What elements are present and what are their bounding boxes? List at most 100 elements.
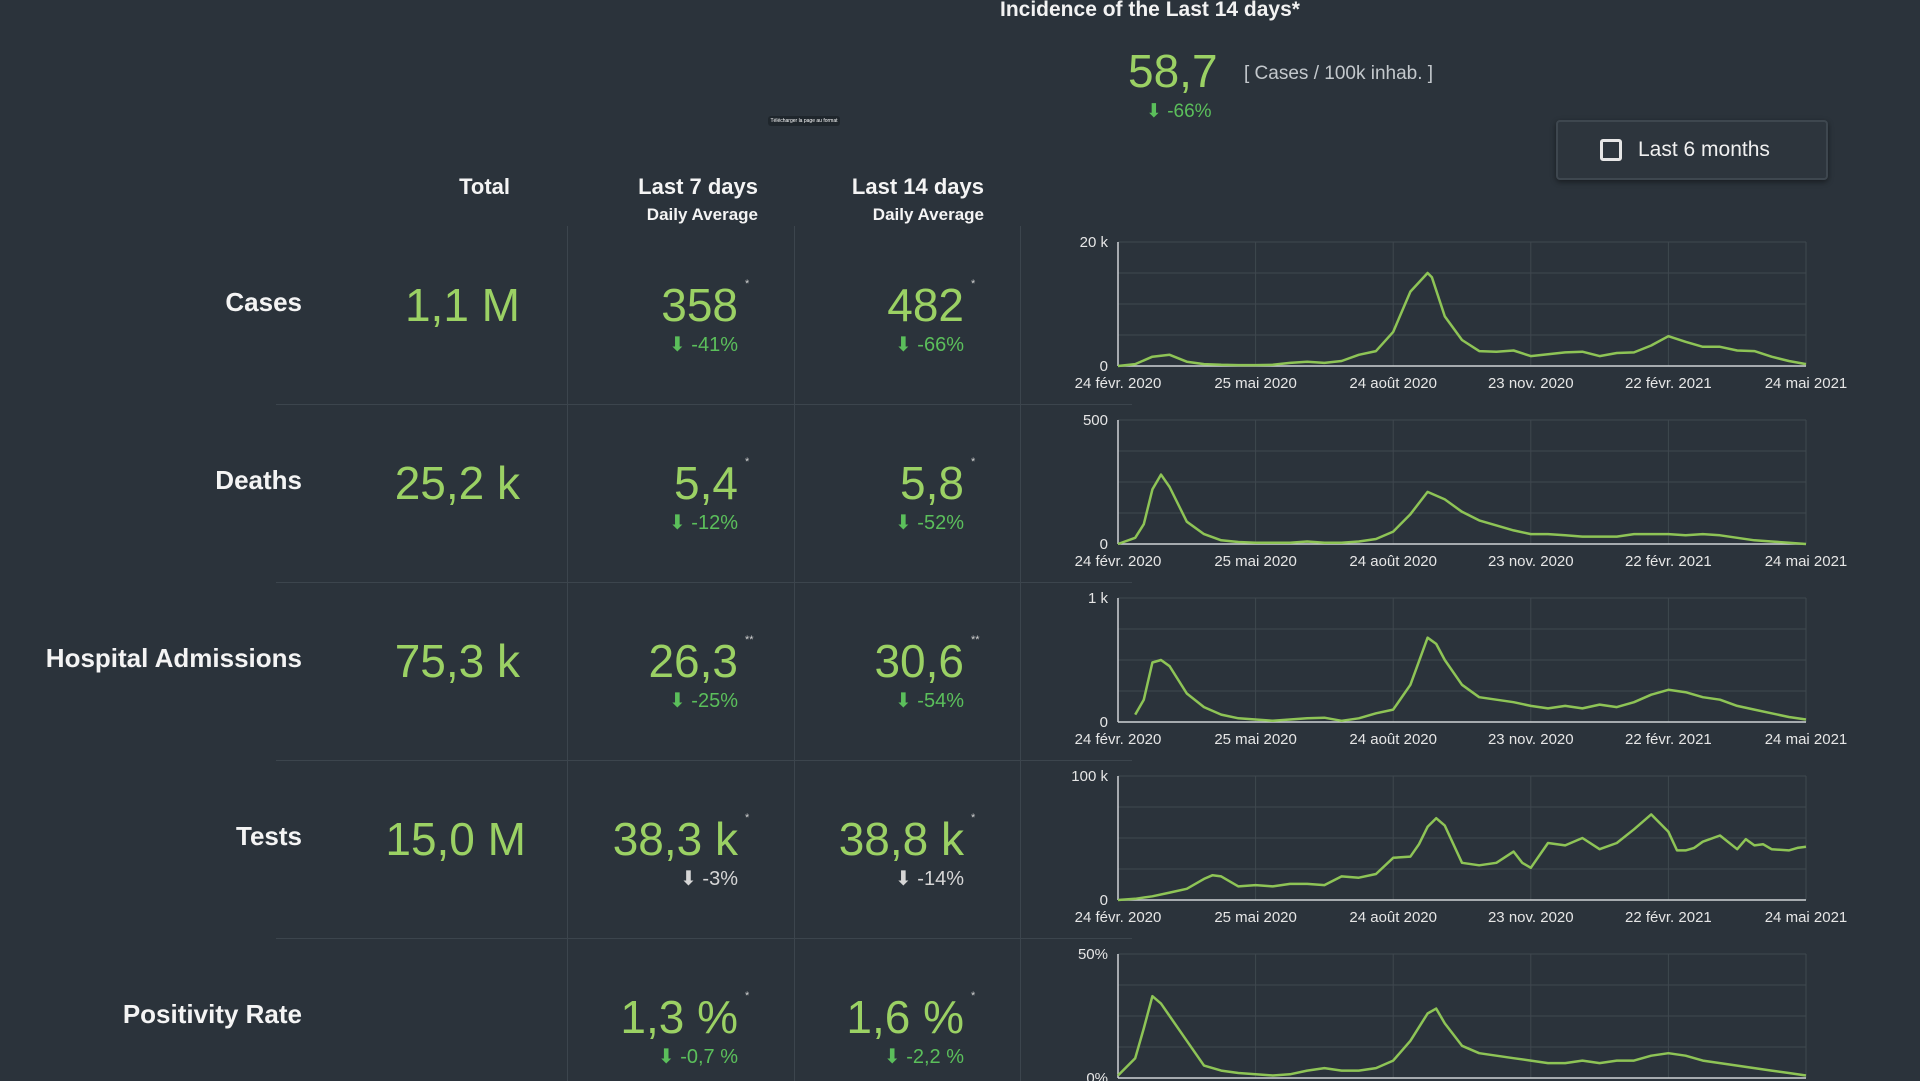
positivity-chart-y-tick-label: 0%	[1086, 1070, 1108, 1081]
footnote-marker: *	[745, 456, 750, 468]
avg14-value: 1,6 %	[846, 991, 964, 1043]
avg7-change-value: -12%	[691, 512, 738, 534]
cases-chart-x-tick-label: 23 nov. 2020	[1488, 375, 1574, 392]
avg7-change: ⬇ -12%	[560, 510, 738, 535]
arrow-down-icon: ⬇	[883, 1046, 907, 1068]
checkbox-icon[interactable]	[1600, 139, 1622, 161]
footnote-marker: *	[971, 278, 976, 290]
column-divider	[794, 226, 795, 1081]
hospital-chart-y-tick-label: 1 k	[1088, 590, 1109, 607]
footnote-marker: *	[971, 812, 976, 824]
cases-chart-series-line	[1117, 271, 1807, 368]
incidence-value: 58,7	[1128, 45, 1218, 97]
arrow-down-icon: ⬇	[894, 868, 918, 890]
total-value: 1,1 M	[404, 279, 520, 331]
avg14-change-value: -66%	[917, 334, 964, 356]
row-divider	[276, 582, 1132, 583]
tests-chart-x-tick-label: 24 févr. 2020	[1075, 909, 1162, 926]
deaths-chart-series-line	[1117, 473, 1807, 546]
deaths-chart-x-tick-label: 24 août 2020	[1349, 553, 1437, 570]
hospital-chart-y-tick-label: 0	[1100, 714, 1108, 731]
row-divider	[276, 938, 1132, 939]
tests-chart-x-tick-label: 24 août 2020	[1349, 909, 1437, 926]
deaths-chart-x-tick-label: 23 nov. 2020	[1488, 553, 1574, 570]
arrow-down-icon: ⬇	[668, 512, 692, 534]
avg7-value: 5,4	[674, 457, 738, 509]
hospital-chart-x-tick-label: 25 mai 2020	[1214, 731, 1297, 748]
hospital-chart-x-tick-label: 22 févr. 2021	[1625, 731, 1712, 748]
cases-chart-x-tick-label: 24 août 2020	[1349, 375, 1437, 392]
cases-chart-x-tick-label: 22 févr. 2021	[1625, 375, 1712, 392]
avg14-change: ⬇ -52%	[786, 510, 964, 535]
avg7-value: 358	[661, 279, 738, 331]
avg14-change-value: -52%	[917, 512, 964, 534]
hospital-chart-x-tick-label: 24 août 2020	[1349, 731, 1437, 748]
arrow-down-icon: ⬇	[668, 334, 692, 356]
avg7-change-value: -25%	[691, 690, 738, 712]
tests-chart-x-tick-label: 23 nov. 2020	[1488, 909, 1574, 926]
deaths-chart-x-tick-label: 24 mai 2021	[1765, 553, 1848, 570]
incidence-change: ⬇ -66%	[1146, 100, 1212, 123]
arrow-down-icon: ⬇	[894, 690, 918, 712]
footnote-marker: *	[745, 812, 750, 824]
avg7-change: ⬇ -25%	[560, 688, 738, 713]
arrow-down-icon: ⬇	[894, 512, 918, 534]
row-label-deaths: Deaths	[215, 465, 302, 495]
arrow-down-icon: ⬇	[668, 690, 692, 712]
arrow-down-icon: ⬇	[657, 1046, 681, 1068]
avg14-value: 38,8 k	[838, 813, 964, 865]
avg14-change: ⬇ -14%	[786, 866, 964, 891]
tests-chart-x-tick-label: 24 mai 2021	[1765, 909, 1848, 926]
row-divider	[276, 760, 1132, 761]
hospital-chart-x-tick-label: 24 mai 2021	[1765, 731, 1848, 748]
deaths-chart-x-tick-label: 25 mai 2020	[1214, 553, 1297, 570]
avg7-change: ⬇ -3%	[560, 866, 738, 891]
avg7-change: ⬇ -41%	[560, 332, 738, 357]
total-value: 25,2 k	[394, 457, 520, 509]
incidence-unit: [ Cases / 100k inhab. ]	[1244, 63, 1434, 84]
cases-chart-x-tick-label: 25 mai 2020	[1214, 375, 1297, 392]
column-divider	[567, 226, 568, 1081]
avg7-change: ⬇ -0,7 %	[560, 1044, 738, 1069]
row-label-hospital-admissions: Hospital Admissions	[45, 643, 302, 673]
deaths-chart-x-tick-label: 22 févr. 2021	[1625, 553, 1712, 570]
footnote-marker: **	[745, 634, 754, 646]
footnote-marker: *	[971, 990, 976, 1002]
footnote-marker: **	[971, 634, 980, 646]
footnote-marker: *	[745, 990, 750, 1002]
total-value: 15,0 M	[385, 813, 526, 865]
avg7-value: 26,3	[648, 635, 738, 687]
column-header-total: Total	[459, 174, 510, 199]
row-divider	[276, 404, 1132, 405]
column-header-last7: Last 7 days	[638, 174, 758, 199]
footnote-marker: *	[971, 456, 976, 468]
avg7-value: 38,3 k	[612, 813, 738, 865]
row-label-cases: Cases	[225, 287, 302, 317]
cases-chart-x-tick-label: 24 mai 2021	[1765, 375, 1848, 392]
avg7-change-value: -3%	[702, 868, 738, 890]
toggle-label: Last 6 months	[1638, 138, 1770, 161]
hospital-chart-x-tick-label: 24 févr. 2020	[1075, 731, 1162, 748]
positivity-chart-series-line	[1117, 994, 1807, 1077]
arrow-down-icon: ⬇	[1146, 101, 1162, 122]
row-label-positivity-rate: Positivity Rate	[122, 999, 302, 1029]
avg14-change-value: -14%	[917, 868, 964, 890]
arrow-down-icon: ⬇	[680, 868, 703, 890]
hospital-chart-series-line	[1134, 636, 1807, 723]
avg7-change-value: -0,7 %	[680, 1046, 738, 1068]
tests-chart-x-tick-label: 25 mai 2020	[1214, 909, 1297, 926]
last-6-months-toggle[interactable]: Last 6 months	[1556, 120, 1828, 180]
cases-chart-y-tick-label: 0	[1100, 358, 1108, 375]
pdf-download-link[interactable]: Télécharger la page au format PDF	[768, 116, 840, 126]
avg14-change-value: -2,2 %	[906, 1046, 964, 1068]
cases-chart-y-tick-label: 20 k	[1080, 234, 1109, 251]
avg14-change: ⬇ -66%	[786, 332, 964, 357]
avg7-change-value: -41%	[691, 334, 738, 356]
deaths-chart-x-tick-label: 24 févr. 2020	[1075, 553, 1162, 570]
incidence-change-value: -66%	[1167, 101, 1212, 122]
column-header-last14: Last 14 days	[851, 174, 984, 199]
tests-chart-y-tick-label: 0	[1100, 892, 1108, 909]
avg14-change-value: -54%	[917, 690, 964, 712]
avg7-value: 1,3 %	[620, 991, 738, 1043]
